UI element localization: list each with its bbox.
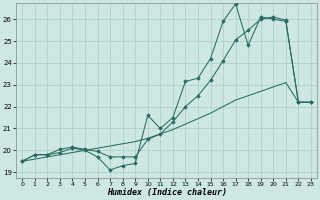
X-axis label: Humidex (Indice chaleur): Humidex (Indice chaleur) xyxy=(107,188,227,197)
